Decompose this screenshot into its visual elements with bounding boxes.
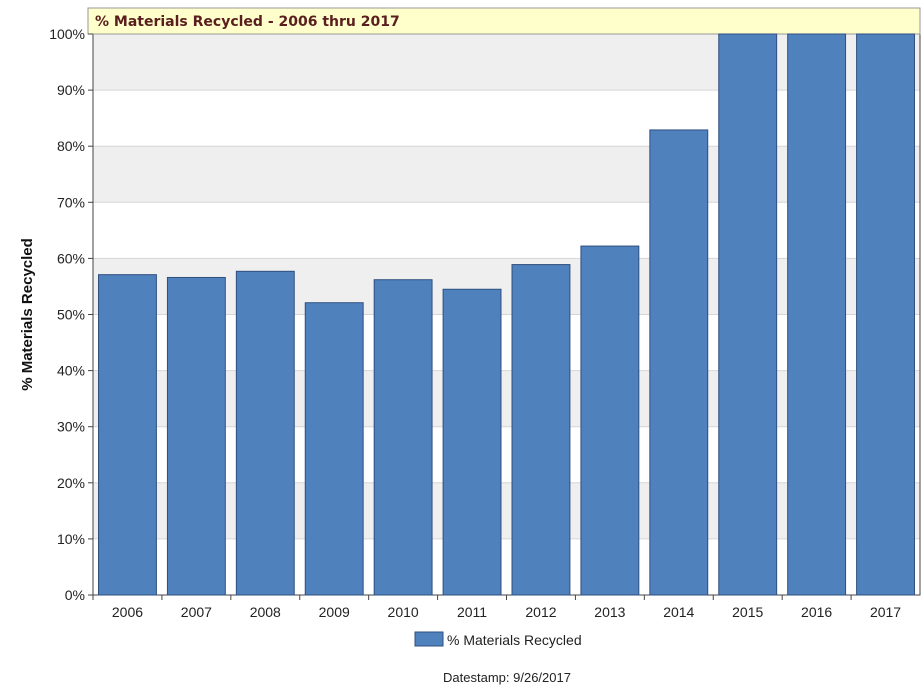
y-tick-label: 90% <box>57 82 85 98</box>
bar-2014 <box>649 129 709 596</box>
y-tick-label: 20% <box>57 475 85 491</box>
chart-title-background <box>87 7 921 35</box>
plot-band <box>93 34 920 91</box>
x-tick-label: 2007 <box>181 604 212 620</box>
plot-band <box>93 370 920 427</box>
x-tick-label: 2010 <box>388 604 419 620</box>
bar-2016 <box>787 33 847 596</box>
bar-2010 <box>373 279 433 596</box>
chart-title: % Materials Recycled - 2006 thru 2017 <box>95 14 400 30</box>
bar-2007 <box>166 276 226 596</box>
bar-2009 <box>304 302 364 596</box>
x-tick-label: 2017 <box>870 604 901 620</box>
datestamp: Datestamp: 9/26/2017 <box>443 670 571 685</box>
x-tick-label: 2016 <box>801 604 832 620</box>
y-tick-label: 50% <box>57 307 85 323</box>
x-tick-label: 2006 <box>112 604 143 620</box>
x-tick-label: 2015 <box>732 604 763 620</box>
plot-bands <box>93 34 920 595</box>
bar-2017 <box>856 33 915 596</box>
x-axis-ticks: 2006 2007 2008 2009 2010 2011 2012 2013 2014 2015… <box>92 595 901 620</box>
y-tick-label: 100% <box>49 26 85 42</box>
bar-2012 <box>511 264 571 596</box>
legend-label: % Materials Recycled <box>447 632 582 648</box>
y-tick-label: 60% <box>57 250 85 266</box>
y-axis-label: % Materials Recycled <box>19 238 36 391</box>
x-tick-label: 2014 <box>663 604 694 620</box>
bar-2008 <box>235 270 295 596</box>
plot-band <box>93 538 920 595</box>
x-tick-label: 2012 <box>525 604 556 620</box>
plot-band <box>93 482 920 539</box>
y-tick-label: 0% <box>65 587 85 603</box>
y-tick-label: 10% <box>57 531 85 547</box>
y-tick-label: 70% <box>57 194 85 210</box>
legend-swatch <box>414 631 444 647</box>
x-tick-label: 2008 <box>250 604 281 620</box>
plot-band <box>93 146 920 203</box>
x-tick-label: 2009 <box>319 604 350 620</box>
plot-band <box>93 426 920 483</box>
bar-series <box>98 33 915 596</box>
x-tick-label: 2013 <box>594 604 625 620</box>
bar-2015 <box>718 33 778 596</box>
y-axis-ticks: 0% 10% 20% 30% 40% 50% 60% 70% 80% 90% 100% <box>49 26 93 603</box>
bar-2011 <box>442 288 502 596</box>
bar-2013 <box>580 245 640 596</box>
plot-band <box>93 314 920 371</box>
y-tick-label: 30% <box>57 419 85 435</box>
bar-2006 <box>98 274 157 596</box>
y-tick-label: 80% <box>57 138 85 154</box>
plot-band <box>93 90 920 147</box>
y-tick-label: 40% <box>57 363 85 379</box>
plot-band <box>93 202 920 259</box>
plot-band <box>93 258 920 315</box>
x-tick-label: 2011 <box>457 604 487 620</box>
